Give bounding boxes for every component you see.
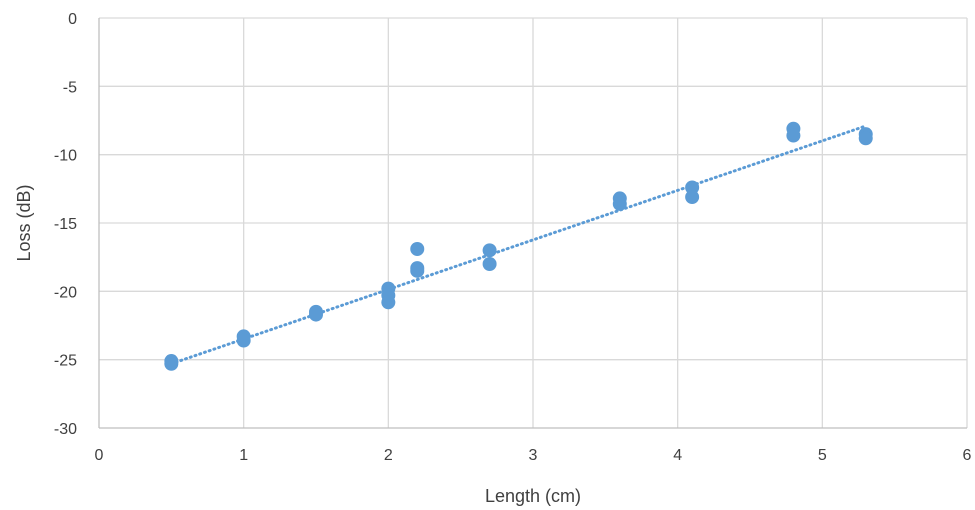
trendline-group xyxy=(169,124,868,366)
y-tick-label: -15 xyxy=(54,216,77,233)
x-axis-title: Length (cm) xyxy=(485,486,581,506)
data-point xyxy=(164,356,179,371)
tick-labels: 0 1 2 3 4 5 6 0 -5 -10 -15 -20 -25 -30 xyxy=(54,11,972,464)
x-tick-label: 1 xyxy=(239,447,248,464)
data-point xyxy=(381,295,396,310)
y-tick-label: -5 xyxy=(63,79,77,96)
data-point xyxy=(685,190,700,205)
data-point xyxy=(410,241,425,256)
data-point xyxy=(685,180,700,195)
data-point xyxy=(612,196,627,211)
data-points xyxy=(164,121,873,371)
y-tick-label: -30 xyxy=(54,421,77,438)
y-tick-label: -25 xyxy=(54,353,77,370)
data-point xyxy=(410,263,425,278)
data-point xyxy=(482,257,497,271)
y-tick-label: -10 xyxy=(54,148,77,165)
data-point xyxy=(236,333,251,348)
x-tick-label: 4 xyxy=(673,447,682,464)
data-point xyxy=(858,131,873,146)
data-point xyxy=(309,307,323,322)
y-tick-label: -20 xyxy=(54,284,77,301)
trendline xyxy=(169,124,868,366)
x-tick-label: 0 xyxy=(95,447,104,464)
data-point xyxy=(786,128,801,143)
x-tick-label: 2 xyxy=(384,447,393,464)
x-tick-label: 3 xyxy=(529,447,538,464)
y-tick-label: 0 xyxy=(68,11,77,28)
x-tick-label: 5 xyxy=(818,447,827,464)
x-tick-label: 6 xyxy=(963,447,972,464)
data-point xyxy=(482,243,497,258)
gridlines xyxy=(99,17,968,428)
y-axis-title: Loss (dB) xyxy=(14,184,34,261)
axes xyxy=(98,18,967,429)
